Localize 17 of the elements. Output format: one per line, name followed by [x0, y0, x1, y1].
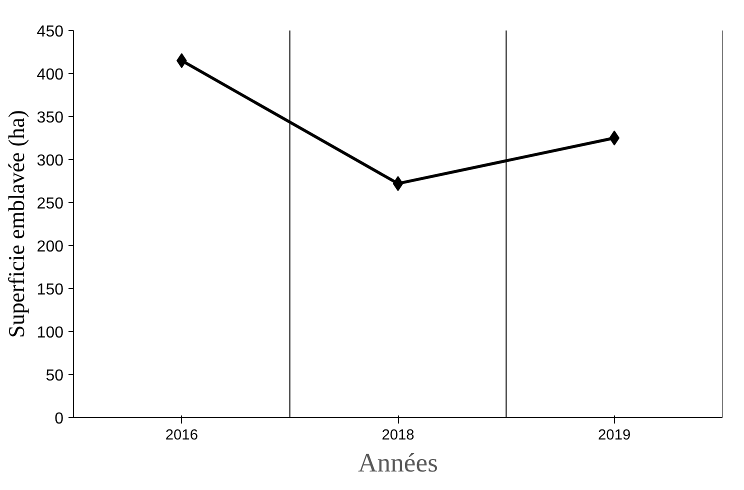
- point: [392, 176, 404, 192]
- point: [609, 130, 620, 146]
- y-tick-label: 350: [36, 110, 64, 126]
- y-tick-label: 400: [36, 66, 64, 84]
- y-tick-label: 100: [36, 324, 64, 342]
- x-axis-title: Années: [358, 448, 438, 478]
- y-axis-title: Superficie emblavée (ha): [4, 110, 29, 338]
- y-tick-label: 250: [36, 196, 64, 212]
- y-tick-label: 200: [36, 238, 64, 256]
- x-tick-label: 2018: [382, 428, 414, 444]
- y-tick-label: 300: [36, 152, 64, 170]
- y-tick-label: 450: [36, 24, 64, 40]
- x-tick-label: 2016: [165, 428, 198, 444]
- y-tick-label: 150: [36, 282, 64, 298]
- x-tick-label: 2019: [598, 428, 631, 444]
- y-tick-label: 50: [46, 368, 64, 384]
- y-tick-label: 0: [54, 410, 64, 428]
